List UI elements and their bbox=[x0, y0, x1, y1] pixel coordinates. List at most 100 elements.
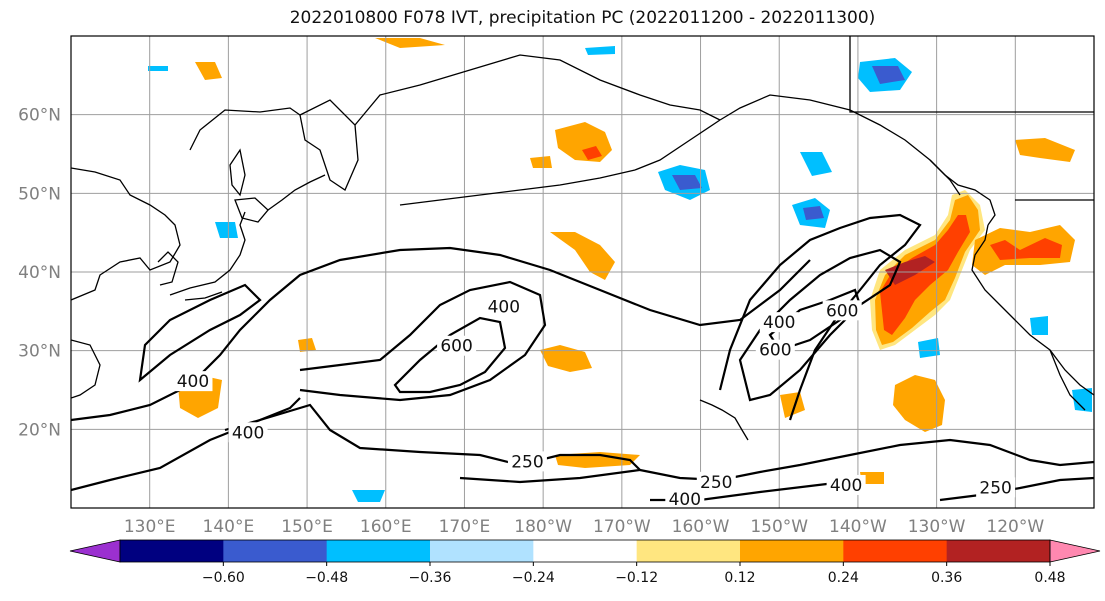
ivt-label-bg bbox=[822, 300, 862, 321]
ivt-contour-400-central bbox=[299, 280, 547, 402]
ivt-contour-label: 400 bbox=[669, 490, 701, 510]
coastline-okhotsk bbox=[189, 107, 301, 151]
coastline-japan-south bbox=[184, 291, 223, 301]
precip-region-nw-red bbox=[582, 146, 602, 160]
precip-region-misc7-orange bbox=[860, 472, 884, 484]
precip-region-misc6-orange bbox=[530, 156, 552, 168]
coastline-sakhalin bbox=[229, 148, 246, 197]
ivt-contour-400-west bbox=[138, 283, 262, 383]
precip-region-neg-5 bbox=[352, 490, 385, 502]
colorbar-extend-low bbox=[69, 539, 121, 563]
lat-tick-label: 20°N bbox=[18, 420, 61, 440]
ivt-label-bg bbox=[173, 371, 213, 392]
lon-tick-label: 130°E bbox=[124, 517, 176, 537]
ivt-contour-label: 250 bbox=[700, 473, 732, 493]
coastline-kurils bbox=[267, 174, 326, 211]
lon-tick-label: 130°W bbox=[908, 517, 966, 537]
lon-tick-label: 120°W bbox=[986, 517, 1044, 537]
lon-tick-label: 170°W bbox=[593, 517, 651, 537]
ivt-contour-250-south bbox=[71, 403, 643, 492]
colorbar-segment bbox=[223, 540, 328, 562]
ivt-contour-label: 600 bbox=[440, 337, 472, 357]
coastline-us-west bbox=[971, 224, 1094, 396]
lat-tick-label: 40°N bbox=[18, 263, 61, 283]
precipitation-shading bbox=[148, 38, 1092, 502]
colorbar-tick-label: −0.24 bbox=[512, 570, 555, 586]
coastlines bbox=[71, 36, 1094, 441]
ivt-label-bg bbox=[696, 471, 736, 492]
precip-region-neg-10 bbox=[585, 46, 615, 55]
colorbar-tick-label: −0.60 bbox=[202, 570, 245, 586]
coastline-korea bbox=[157, 251, 179, 286]
precip-region-neg-7 bbox=[1072, 388, 1092, 412]
lon-tick-label: 170°E bbox=[439, 517, 491, 537]
coastline-siberia-north bbox=[354, 54, 721, 126]
colorbar-segment bbox=[636, 540, 741, 562]
precip-region-misc1-orange bbox=[780, 392, 805, 418]
lon-tick-label: 160°W bbox=[672, 517, 730, 537]
lat-tick-label: 50°N bbox=[18, 184, 61, 204]
precip-region-neg-6 bbox=[918, 338, 940, 358]
coastline-kamchatka bbox=[299, 99, 359, 191]
ivt-label-bg bbox=[826, 474, 866, 495]
ivt-label-bg bbox=[228, 422, 268, 443]
lat-tick-label: 30°N bbox=[18, 342, 61, 362]
ivt-contour-label: 600 bbox=[759, 341, 791, 361]
precip-region-ar-red bbox=[880, 215, 970, 335]
lon-tick-label: 140°W bbox=[829, 517, 887, 537]
colorbar-outline bbox=[119, 539, 1051, 563]
coastline-china-south bbox=[71, 339, 101, 399]
colorbar-segment bbox=[843, 540, 948, 562]
map-title: 2022010800 F078 IVT, precipitation PC (2… bbox=[289, 8, 876, 28]
ivt-label-bg bbox=[437, 335, 477, 356]
ivt-contour-label: 400 bbox=[830, 476, 862, 496]
ivt-contour-label: 400 bbox=[232, 423, 264, 443]
colorbar-segment bbox=[326, 540, 431, 562]
colorbar-segment bbox=[120, 540, 224, 562]
precip-region-mid-orange bbox=[540, 345, 592, 372]
colorbar-tick-label: −0.12 bbox=[615, 570, 658, 586]
precip-region-ar-darkred bbox=[885, 256, 935, 285]
colorbar-tick-label: 0.24 bbox=[828, 570, 859, 586]
longitude-axis: 130°E 140°E 150°E 160°E 170°E 180°W 170°W 160°W… bbox=[124, 517, 1045, 537]
ivt-contour-label: 250 bbox=[979, 478, 1011, 498]
precip-region-neg-4-core bbox=[872, 66, 905, 84]
colorbar-extend-high bbox=[1049, 539, 1101, 563]
colorbar-tick-label: 0.12 bbox=[724, 570, 755, 586]
ivt-contour-250-east2 bbox=[939, 476, 1094, 502]
coastline-asia-east bbox=[71, 167, 181, 301]
precip-region-misc2-orange bbox=[1015, 138, 1075, 162]
precip-region-se-orange bbox=[893, 375, 945, 432]
coastline-baja bbox=[1049, 349, 1086, 411]
precip-region-neg-3-core bbox=[803, 206, 824, 220]
colorbar-tick-label: −0.36 bbox=[409, 570, 452, 586]
colorbar-tick-label: 0.36 bbox=[931, 570, 962, 586]
latitude-axis: 20°N 30°N 40°N 50°N 60°N bbox=[18, 106, 61, 441]
lon-tick-label: 150°W bbox=[750, 517, 808, 537]
coastline-japan bbox=[169, 211, 246, 296]
ivt-label-bg bbox=[755, 339, 795, 360]
precip-region-gulf-orange bbox=[550, 232, 615, 280]
ivt-contour-250-east bbox=[718, 213, 922, 421]
precip-region-neg-2 bbox=[800, 152, 832, 176]
ivt-label-bg bbox=[484, 296, 524, 317]
graticule bbox=[71, 36, 1094, 508]
colorbar-segment bbox=[946, 540, 1051, 562]
ivt-contour-400-east bbox=[738, 248, 902, 402]
coastline-hawaii bbox=[699, 399, 749, 441]
ivt-contour-label: 400 bbox=[177, 372, 209, 392]
ivt-contour-label: 400 bbox=[488, 297, 520, 317]
precip-region-misc4-orange bbox=[375, 38, 445, 48]
lon-tick-label: 180°W bbox=[514, 517, 572, 537]
lon-tick-label: 160°E bbox=[360, 517, 412, 537]
lat-tick-label: 60°N bbox=[18, 106, 61, 126]
colorbar-tick-label: 0.48 bbox=[1034, 570, 1065, 586]
ivt-label-bg bbox=[976, 477, 1016, 498]
lon-tick-label: 150°E bbox=[281, 517, 333, 537]
ivt-contour-label: 250 bbox=[511, 452, 543, 472]
ivt-contour-label: 600 bbox=[826, 301, 858, 321]
colorbar-segment bbox=[533, 540, 638, 562]
